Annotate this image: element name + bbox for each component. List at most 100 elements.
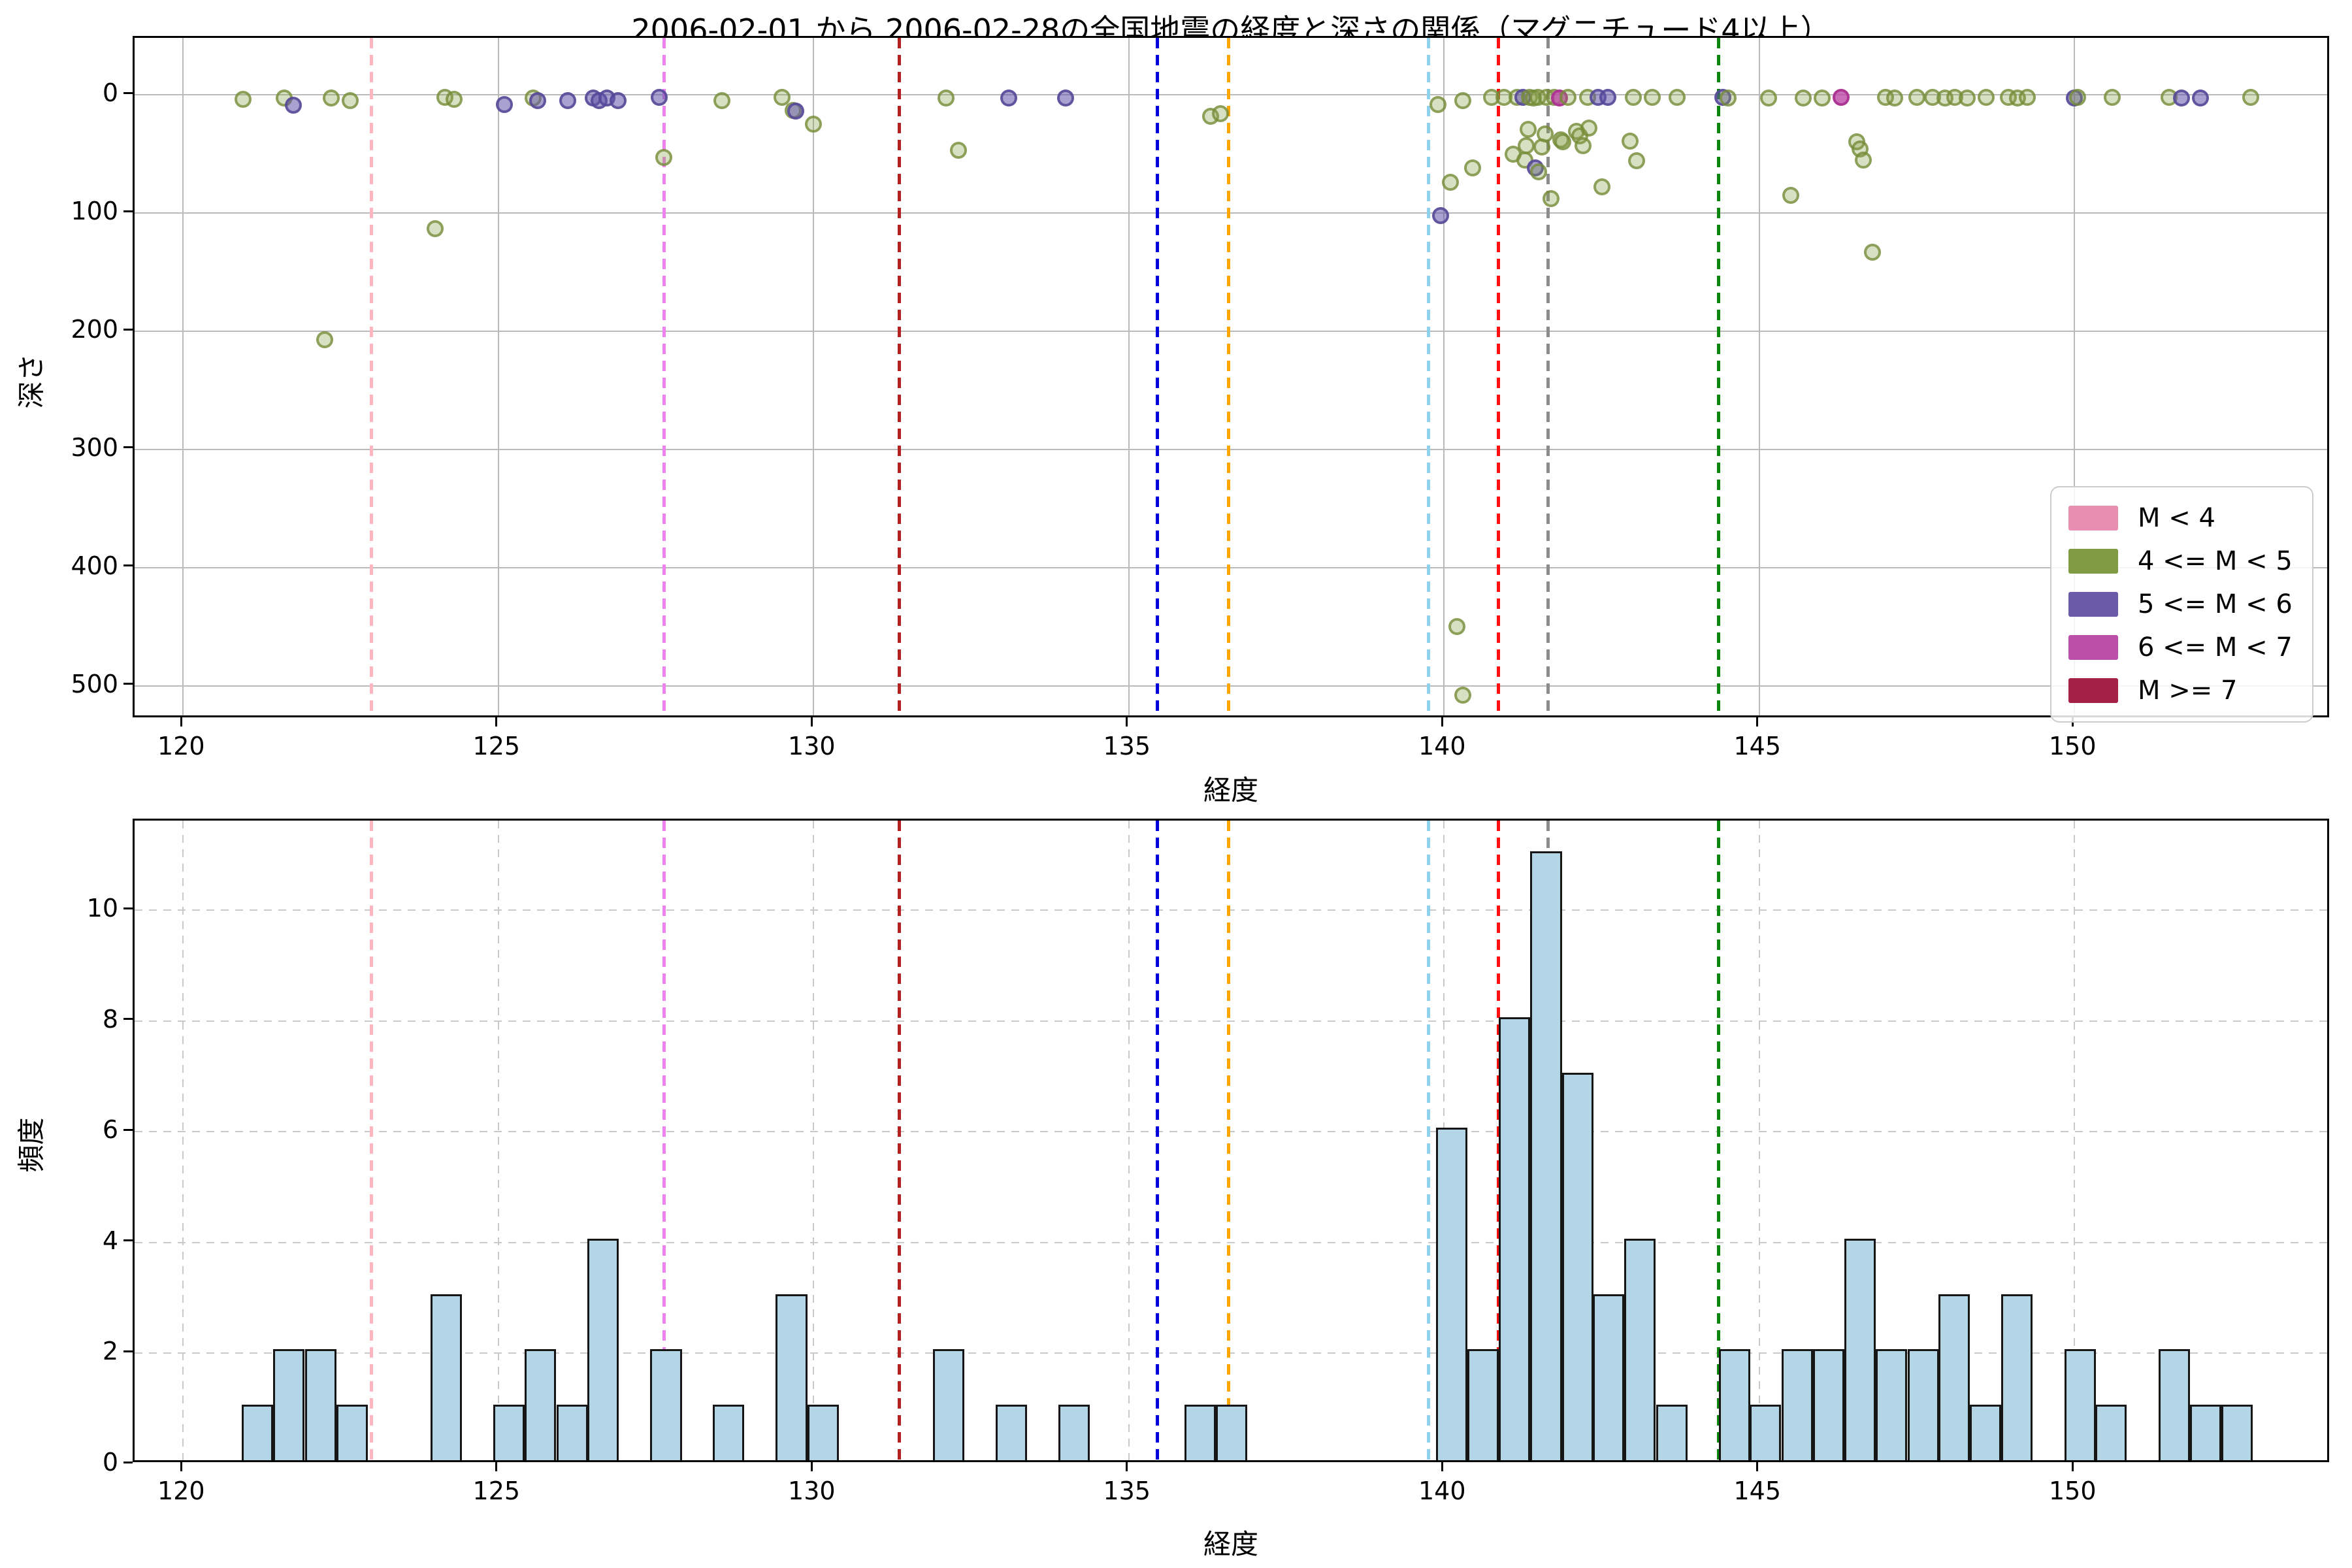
grid-line-vertical: [1758, 821, 1760, 1460]
scatter-point: [1627, 152, 1645, 170]
y-tick-mark: [123, 1350, 133, 1352]
event-longitude-line: [1227, 821, 1231, 1460]
y-tick-label: 8: [102, 1004, 118, 1034]
histogram-plot-area: [133, 819, 2329, 1462]
histogram-bar: [932, 1349, 964, 1460]
event-longitude-line: [1427, 821, 1431, 1460]
histogram-bar: [1844, 1238, 1876, 1460]
x-tick-label: 140: [1418, 732, 1466, 760]
y-tick-label: 0: [102, 1448, 118, 1477]
scatter-point: [496, 95, 514, 113]
y-tick-mark: [123, 446, 133, 449]
scatter-point: [950, 142, 968, 159]
scatter-point: [1760, 90, 1778, 107]
histogram-bar: [1876, 1349, 1908, 1460]
histogram-bar: [304, 1349, 336, 1460]
histogram-bar: [493, 1405, 525, 1460]
grid-line-vertical: [182, 821, 184, 1460]
histogram-bar: [1184, 1405, 1216, 1460]
grid-line-vertical: [1128, 821, 1130, 1460]
event-longitude-line: [1497, 821, 1501, 1460]
legend-item: 4 <= M < 5: [2068, 546, 2293, 576]
histogram-bar: [996, 1405, 1028, 1460]
y-tick-label: 2: [102, 1337, 118, 1366]
histogram-bar: [1593, 1294, 1625, 1460]
histogram-x-axis-label: 経度: [1203, 1528, 1258, 1560]
grid-line-vertical: [1758, 38, 1760, 715]
scatter-point: [1908, 88, 1925, 106]
histogram-bar: [1467, 1349, 1499, 1460]
event-longitude-line: [662, 38, 666, 715]
scatter-point: [2192, 90, 2210, 107]
scatter-point: [1454, 92, 1472, 110]
scatter-point: [1959, 90, 1976, 107]
scatter-point: [713, 92, 731, 110]
grid-line-horizontal: [135, 1352, 2327, 1354]
histogram-bar: [776, 1294, 808, 1460]
event-longitude-line: [369, 821, 373, 1460]
scatter-point: [2242, 88, 2260, 106]
scatter-point: [285, 97, 302, 114]
y-tick-mark: [123, 210, 133, 212]
grid-line-horizontal: [135, 448, 2327, 450]
grid-line-vertical: [1128, 38, 1130, 715]
x-tick-label: 135: [1103, 732, 1151, 760]
histogram-bar: [1499, 1017, 1531, 1460]
scatter-point: [323, 90, 340, 107]
x-tick-label: 150: [2048, 732, 2097, 760]
event-longitude-line: [1427, 38, 1431, 715]
legend: M < 4 4 <= M < 5 5 <= M < 6 6 <= M < 7 M >= …: [2050, 486, 2313, 723]
histogram-bar: [1435, 1128, 1467, 1460]
scatter-point: [1643, 88, 1661, 106]
grid-line-horizontal: [135, 212, 2327, 214]
y-tick-label: 6: [102, 1115, 118, 1145]
histogram-bar: [273, 1349, 305, 1460]
x-tick-mark: [1756, 1462, 1759, 1471]
histogram-bar: [1970, 1405, 2002, 1460]
legend-item: 5 <= M < 6: [2068, 589, 2293, 619]
event-longitude-line: [662, 821, 666, 1460]
scatter-point: [1814, 90, 1831, 107]
scatter-point: [1517, 137, 1535, 154]
scatter-point: [427, 220, 444, 237]
event-longitude-line: [1497, 38, 1501, 715]
event-longitude-line: [369, 38, 373, 715]
x-tick-mark: [1441, 717, 1443, 727]
scatter-point: [1543, 190, 1560, 208]
x-tick-mark: [810, 717, 813, 727]
x-tick-label: 120: [157, 1477, 205, 1505]
scatter-point: [1429, 95, 1446, 113]
grid-line-vertical: [813, 821, 815, 1460]
x-tick-label: 145: [1733, 732, 1782, 760]
x-tick-label: 140: [1418, 1477, 1466, 1505]
event-longitude-line: [1717, 38, 1721, 715]
y-tick-label: 4: [102, 1226, 118, 1255]
scatter-point: [1795, 90, 1812, 107]
scatter-plot-area: [133, 36, 2329, 717]
grid-line-vertical: [2074, 38, 2076, 715]
scatter-point: [529, 92, 546, 110]
event-longitude-line: [1717, 821, 1721, 1460]
scatter-point: [1211, 105, 1229, 122]
scatter-point: [1536, 125, 1554, 142]
x-tick-label: 120: [157, 732, 205, 760]
scatter-point: [1886, 90, 1904, 107]
scatter-point: [1057, 90, 1075, 107]
legend-label: 6 <= M < 7: [2138, 632, 2293, 662]
legend-color-swatch: [2068, 592, 2118, 617]
grid-line-horizontal: [135, 909, 2327, 911]
legend-label: M < 4: [2138, 503, 2215, 533]
x-tick-mark: [810, 1462, 813, 1471]
x-tick-mark: [1126, 717, 1128, 727]
histogram-bar: [430, 1294, 462, 1460]
x-tick-mark: [495, 1462, 498, 1471]
histogram-bar: [1781, 1349, 1813, 1460]
scatter-point: [1978, 88, 1995, 106]
y-tick-mark: [123, 1239, 133, 1242]
histogram-bar: [1624, 1238, 1656, 1460]
scatter-y-axis-label: 深さ: [15, 353, 48, 409]
scatter-point: [1516, 151, 1533, 169]
histogram-bar: [525, 1349, 557, 1460]
histogram-bar: [1812, 1349, 1844, 1460]
scatter-point: [1719, 90, 1737, 107]
